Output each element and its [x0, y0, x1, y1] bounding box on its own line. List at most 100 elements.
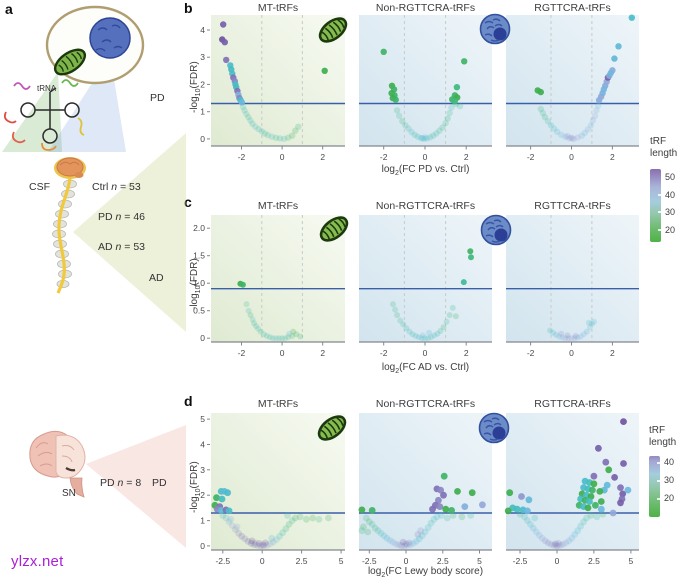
data-point: [524, 507, 531, 515]
data-point: [239, 281, 246, 288]
data-point: [461, 58, 468, 65]
data-point: [429, 505, 436, 513]
title-b-rg: RGTTCRA-tRFs: [534, 2, 611, 14]
data-point: [531, 514, 539, 522]
x-tick-label: -2: [238, 152, 246, 162]
data-point: [577, 522, 584, 530]
data-point: [568, 134, 575, 141]
data-point: [412, 333, 419, 339]
data-point: [279, 335, 286, 342]
data-point: [529, 524, 537, 532]
plot-background: [506, 215, 639, 342]
data-point: [570, 135, 577, 143]
data-point: [269, 538, 277, 546]
data-point: [374, 527, 382, 535]
cell-icon: [479, 13, 511, 45]
data-point: [584, 504, 592, 512]
legend-d-value: 20: [664, 493, 675, 503]
data-point: [556, 542, 564, 549]
data-point: [593, 513, 601, 521]
x-tick-label: 0: [280, 348, 285, 358]
data-point: [448, 507, 455, 514]
data-point: [593, 107, 600, 114]
data-point: [276, 532, 283, 540]
x-tick-label: 0: [569, 152, 574, 162]
x-tick-label: 2: [464, 348, 469, 358]
data-point: [360, 523, 367, 531]
data-point: [574, 334, 581, 341]
data-point: [241, 535, 249, 543]
data-point: [586, 498, 593, 505]
x-tick-label: 5: [339, 556, 344, 566]
data-point: [615, 43, 622, 50]
legend-d-value: 30: [664, 475, 675, 485]
y-tick-label: 2.0: [193, 223, 205, 233]
data-point: [439, 124, 446, 131]
data-point: [422, 335, 428, 342]
x-tick-label: -2: [380, 348, 388, 358]
data-point: [555, 540, 562, 547]
row-c-xlabel: log2(FC AD vs. Ctrl): [381, 362, 470, 375]
x-tick-label: 2.5: [296, 556, 308, 566]
data-point: [386, 537, 394, 544]
x-tick-label: 2.5: [437, 556, 449, 566]
title-b-non: Non-RGTTCRA-tRFs: [375, 2, 476, 14]
data-point: [282, 525, 290, 533]
data-point: [564, 332, 571, 339]
x-tick-label: -2.5: [513, 556, 528, 566]
spine-illustration: [52, 157, 86, 294]
data-point: [592, 501, 599, 509]
row-b-xlabel: log2(FC PD vs. Ctrl): [381, 164, 470, 177]
title-c-rg: RGTTCRA-tRFs: [534, 200, 611, 212]
data-point: [406, 328, 413, 335]
y-tick-label: 4: [200, 440, 205, 450]
data-point: [403, 325, 410, 332]
data-point: [364, 528, 372, 536]
cohort-pd: PD n = 46: [98, 211, 146, 223]
data-point: [245, 307, 252, 314]
data-point: [261, 130, 268, 137]
data-point: [228, 522, 236, 529]
data-point: [589, 486, 596, 494]
volcano-plot-d-rg: -2.5 0 2.5 5: [504, 413, 639, 566]
panel-label-c: c: [184, 194, 192, 210]
data-point: [628, 14, 635, 21]
data-point: [401, 542, 408, 550]
data-point: [506, 489, 514, 497]
data-point: [572, 333, 579, 339]
data-point: [390, 301, 396, 308]
x-tick-label: 5: [629, 556, 634, 566]
row-b-condition: PD: [150, 92, 165, 104]
data-point: [309, 514, 317, 522]
data-point: [584, 126, 591, 133]
data-point: [297, 333, 304, 340]
plot-background: [359, 15, 492, 146]
data-point: [586, 324, 593, 331]
data-point: [251, 539, 259, 547]
data-point: [468, 254, 474, 261]
data-point: [541, 113, 549, 121]
y-tick-label: 0.5: [193, 306, 205, 316]
y-tick-label: 0: [200, 333, 205, 343]
data-point: [448, 104, 455, 111]
data-point: [399, 538, 407, 546]
data-point: [269, 335, 276, 342]
y-tick-label: 0: [200, 134, 205, 144]
sn-label: SN: [62, 488, 76, 499]
data-point: [291, 514, 299, 522]
data-point: [544, 118, 552, 125]
data-point: [513, 505, 521, 513]
data-point: [550, 125, 558, 132]
data-point: [400, 321, 407, 328]
data-point: [424, 524, 432, 532]
watermark: ylzx.net: [11, 553, 64, 570]
data-point: [443, 318, 450, 325]
data-point: [624, 486, 632, 494]
nucleus-icon: [89, 17, 131, 59]
data-point: [562, 335, 569, 342]
data-point: [404, 542, 411, 549]
panel-a-illustration: [2, 5, 186, 332]
data-point: [220, 21, 227, 28]
data-point: [397, 317, 404, 324]
colorbar-tick: [658, 211, 661, 213]
